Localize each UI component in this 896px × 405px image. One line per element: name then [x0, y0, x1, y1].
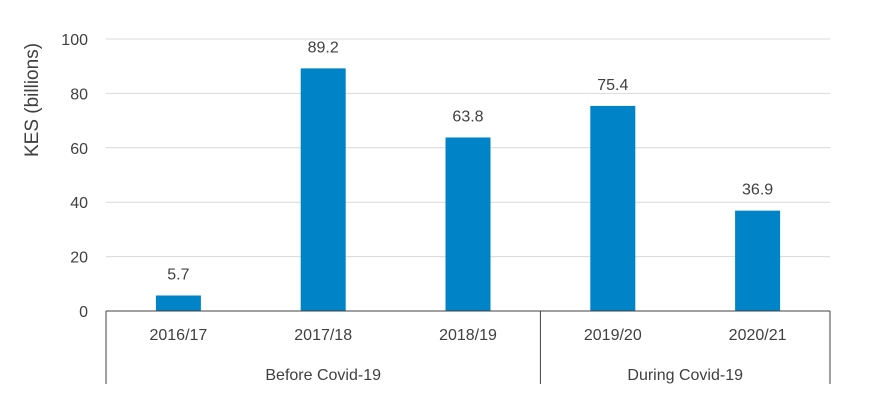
- x-tick-label: 2018/19: [439, 327, 497, 344]
- data-label: 75.4: [597, 77, 628, 94]
- bars: [155, 68, 781, 311]
- group-label: During Covid-19: [627, 367, 743, 384]
- data-label: 63.8: [452, 108, 483, 125]
- y-tick-label: 20: [70, 250, 88, 267]
- x-tick-label: 2016/17: [149, 327, 207, 344]
- x-tick-label: 2020/21: [729, 327, 787, 344]
- y-tick-label: 40: [70, 195, 88, 212]
- data-labels: 5.7 89.2 63.8 75.4 36.9: [167, 39, 773, 283]
- x-tick-label: 2017/18: [294, 327, 352, 344]
- y-tick-label: 100: [61, 32, 88, 49]
- x-tick-label: 2019/20: [584, 327, 642, 344]
- y-axis-title: KES (billions): [22, 43, 43, 157]
- group-label: Before Covid-19: [265, 367, 381, 384]
- y-tick-label: 0: [79, 304, 88, 321]
- bar: [445, 137, 491, 311]
- x-axis: 2016/17 2017/18 2018/19 2019/20 2020/21 Befor…: [105, 310, 831, 384]
- bar: [590, 105, 636, 311]
- data-label: 89.2: [308, 39, 339, 56]
- y-tick-label: 80: [70, 86, 88, 103]
- data-label: 36.9: [742, 182, 773, 199]
- y-tick-label: 60: [70, 141, 88, 158]
- y-axis-ticks: 0 20 40 60 80 100: [61, 32, 88, 321]
- bar: [155, 295, 201, 311]
- bar: [300, 68, 346, 311]
- data-label: 5.7: [167, 266, 189, 283]
- bar: [735, 210, 781, 311]
